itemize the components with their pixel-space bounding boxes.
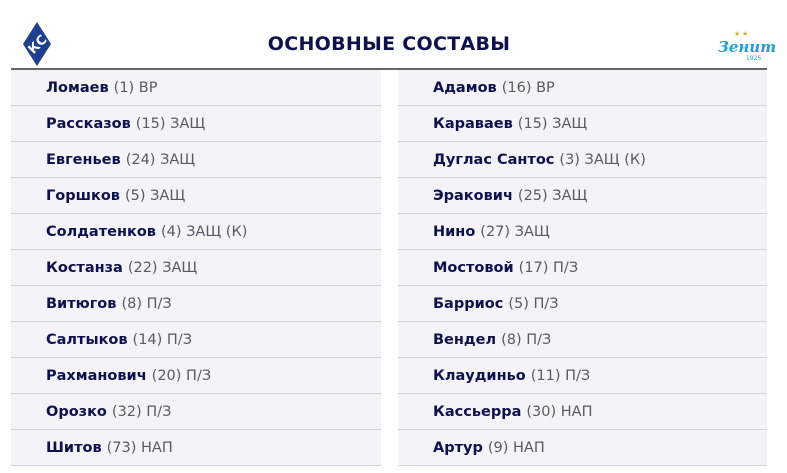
player-row: Витюгов (8) П/З [11, 286, 381, 322]
player-row: Эракович (25) ЗАЩ [398, 178, 767, 214]
player-number-position: (27) ЗАЩ [480, 223, 550, 240]
player-name: Витюгов [46, 295, 117, 312]
player-row: Адамов (16) ВР [398, 70, 767, 106]
player-number-position: (73) НАП [106, 439, 173, 456]
player-number-position: (16) ВР [501, 79, 555, 96]
player-name: Вендел [433, 331, 497, 348]
player-name: Артур [433, 439, 483, 456]
player-row: Артур (9) НАП [398, 430, 767, 466]
player-row: Рассказов (15) ЗАЩ [11, 106, 381, 142]
player-number-position: (9) НАП [487, 439, 545, 456]
player-name: Эракович [433, 187, 513, 204]
player-number-position: (1) ВР [113, 79, 158, 96]
away-lineup: Адамов (16) ВР Караваев (15) ЗАЩ Дуглас Сант… [398, 70, 767, 466]
krylia-sovetov-logo: КС [23, 22, 51, 66]
player-row: Кассьерра (30) НАП [398, 394, 767, 430]
player-row: Салтыков (14) П/З [11, 322, 381, 358]
player-number-position: (22) ЗАЩ [127, 259, 198, 276]
lineups-header: КС ОСНОВНЫЕ СОСТАВЫ ★ ★ Зенит 1925 [11, 0, 776, 70]
player-name: Орозко [46, 403, 107, 420]
player-number-position: (15) ЗАЩ [517, 115, 588, 132]
player-name: Горшков [46, 187, 120, 204]
player-number-position: (15) ЗАЩ [135, 115, 206, 132]
player-row: Караваев (15) ЗАЩ [398, 106, 767, 142]
page-title: ОСНОВНЫЕ СОСТАВЫ [267, 33, 511, 55]
player-number-position: (8) П/З [501, 331, 552, 348]
player-name: Клаудиньо [433, 367, 526, 384]
svg-text:★: ★ [742, 30, 748, 38]
player-name: Барриос [433, 295, 504, 312]
player-row: Дуглас Сантос (3) ЗАЩ (К) [398, 142, 767, 178]
player-name: Караваев [433, 115, 513, 132]
player-row: Мостовой (17) П/З [398, 250, 767, 286]
player-row: Горшков (5) ЗАЩ [11, 178, 381, 214]
player-name: Рахманович [46, 367, 147, 384]
player-number-position: (3) ЗАЩ (К) [559, 151, 646, 168]
player-name: Мостовой [433, 259, 514, 276]
zenit-logo: ★ ★ Зенит 1925 [718, 30, 776, 62]
player-number-position: (11) П/З [530, 367, 591, 384]
player-number-position: (5) ЗАЩ [124, 187, 186, 204]
player-name: Дуглас Сантос [433, 151, 555, 168]
player-number-position: (20) П/З [151, 367, 212, 384]
player-name: Рассказов [46, 115, 131, 132]
player-number-position: (4) ЗАЩ (К) [160, 223, 248, 240]
svg-text:1925: 1925 [746, 55, 761, 62]
player-row: Ломаев (1) ВР [11, 70, 381, 106]
home-lineup: Ломаев (1) ВР Рассказов (15) ЗАЩ Евгеньев (24… [11, 70, 381, 466]
player-name: Кассьерра [433, 403, 522, 420]
player-row: Нино (27) ЗАЩ [398, 214, 767, 250]
player-number-position: (8) П/З [121, 295, 172, 312]
player-number-position: (14) П/З [132, 331, 193, 348]
player-number-position: (32) П/З [111, 403, 172, 420]
player-name: Ломаев [46, 79, 109, 96]
player-number-position: (25) ЗАЩ [517, 187, 588, 204]
player-number-position: (30) НАП [526, 403, 593, 420]
player-row: Вендел (8) П/З [398, 322, 767, 358]
player-name: Костанза [46, 259, 123, 276]
player-number-position: (17) П/З [518, 259, 579, 276]
player-row: Клаудиньо (11) П/З [398, 358, 767, 394]
player-name: Евгеньев [46, 151, 121, 168]
player-row: Шитов (73) НАП [11, 430, 381, 466]
player-name: Шитов [46, 439, 102, 456]
svg-text:Зенит: Зенит [718, 38, 776, 56]
player-row: Евгеньев (24) ЗАЩ [11, 142, 381, 178]
player-row: Костанза (22) ЗАЩ [11, 250, 381, 286]
svg-text:★: ★ [734, 30, 740, 38]
player-row: Орозко (32) П/З [11, 394, 381, 430]
player-name: Солдатенков [46, 223, 156, 240]
player-name: Адамов [433, 79, 497, 96]
player-number-position: (5) П/З [508, 295, 559, 312]
player-row: Рахманович (20) П/З [11, 358, 381, 394]
player-name: Нино [433, 223, 476, 240]
player-row: Барриос (5) П/З [398, 286, 767, 322]
player-row: Солдатенков (4) ЗАЩ (К) [11, 214, 381, 250]
player-name: Салтыков [46, 331, 128, 348]
player-number-position: (24) ЗАЩ [125, 151, 196, 168]
